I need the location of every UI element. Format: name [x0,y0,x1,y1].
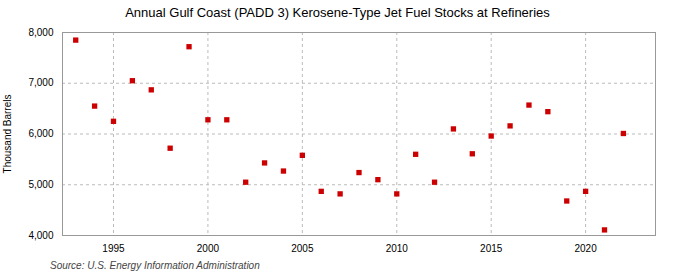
svg-text:2020: 2020 [574,243,597,254]
svg-text:2015: 2015 [480,243,503,254]
svg-text:2000: 2000 [197,243,220,254]
svg-text:2005: 2005 [291,243,314,254]
svg-text:Thousand Barrels: Thousand Barrels [2,95,13,174]
svg-text:8,000: 8,000 [28,27,53,38]
svg-text:2010: 2010 [386,243,409,254]
html-text:Source: U.S. Energy Informatio: Source: U.S. Energy Information Administ… [50,260,260,271]
svg-text:7,000: 7,000 [28,77,53,88]
svg-text:1995: 1995 [102,243,125,254]
html-text:Annual Gulf Coast (PADD 3) Ker: Annual Gulf Coast (PADD 3) Kerosene-Type… [125,5,550,20]
svg-text:5,000: 5,000 [28,179,53,190]
svg-text:4,000: 4,000 [28,230,53,241]
svg-text:6,000: 6,000 [28,128,53,139]
